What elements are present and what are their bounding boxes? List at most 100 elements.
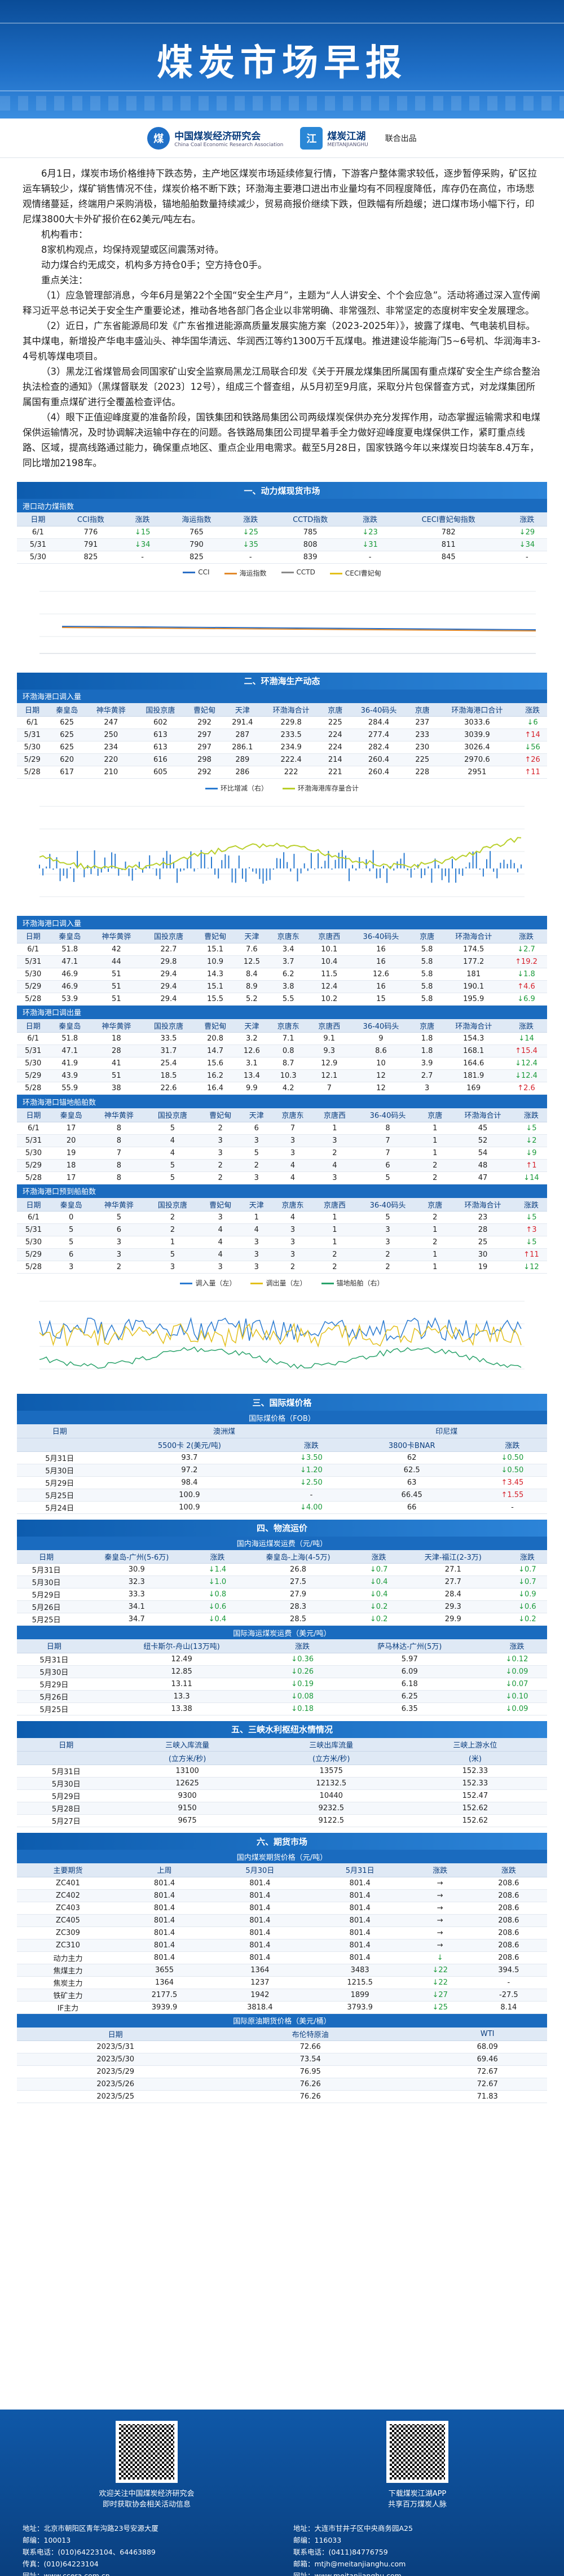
table-cell: 47.1 (49, 1045, 90, 1057)
qr-code-icon[interactable] (386, 2421, 448, 2483)
table-s2e: 日期 秦皇岛 神华黄骅 国投京唐 曹妃甸 天津 京唐东 京唐西 36-40码头 京唐 环渤海合计 涨跌… (17, 1197, 547, 1274)
table-cell: ↓0.2 (359, 1600, 399, 1613)
column-header: 布伦特原油 (214, 2027, 407, 2041)
column-header: 天津-福江(2-3万) (398, 1550, 508, 1564)
bar-mark (125, 861, 126, 868)
chart-s2a-svg (39, 806, 525, 897)
table-cell: ↓0.19 (272, 1678, 333, 1691)
table-cell: 6.25 (332, 1690, 487, 1703)
table-cell: 7 (92, 1147, 146, 1160)
column-header: 秦皇岛 (47, 703, 86, 717)
table-row: 5月29日 33.3 ↓0.8 27.9 ↓0.4 28.4 ↓0.9 (17, 1588, 547, 1601)
table-cell: ↓9 (515, 1147, 547, 1160)
table-cell: 13575 (259, 1765, 403, 1778)
table-cell: 44 (90, 955, 143, 968)
bar-mark (310, 853, 312, 868)
table-cell: 228 (408, 766, 437, 779)
chart-s2b-svg (39, 1301, 525, 1370)
bar-mark (111, 852, 113, 868)
table-cell: 5/28 (17, 1171, 50, 1184)
table-cell: 5/29 (17, 980, 50, 993)
table-cell: 22.6 (142, 1082, 195, 1095)
table-cell: 3 (241, 1248, 272, 1261)
table-cell: 613 (135, 729, 186, 741)
table-cell: 5 (146, 1171, 200, 1184)
column-header: 国投京唐 (146, 1108, 200, 1122)
column-header: 天津 (223, 703, 261, 717)
table-cell: 2 (420, 1159, 451, 1172)
bar-mark (300, 868, 302, 874)
table-cell: 100.9 (102, 1501, 277, 1514)
table-cell: 12 (350, 1082, 412, 1095)
table-cell: 297 (185, 741, 224, 754)
table-cell: 7 (309, 1082, 350, 1095)
table-cell: 12.6 (235, 1045, 268, 1057)
table-cell: 1237 (210, 1976, 310, 1989)
table-cell: 19 (450, 1261, 515, 1274)
table-cell: ↓0.09 (486, 1665, 547, 1678)
table-cell: 801.4 (118, 1902, 210, 1915)
legend: 环比增减（右） 环渤海港库存量合计 (17, 781, 547, 795)
table-row: 5/29 46.9 51 29.4 15.1 8.9 3.8 12.4 16 5.8 190.1 ↑4… (17, 980, 547, 993)
table-cell: 5月31日 (17, 1563, 76, 1576)
column-header: 涨跌 (506, 512, 547, 526)
table-cell: 20 (50, 1134, 92, 1147)
table-cell: 3 (241, 1261, 272, 1274)
subsection-title: 环渤海港口调入量 (17, 916, 547, 929)
table-cell: 2 (241, 1159, 272, 1172)
table-row: 5/30 5 3 1 4 3 3 1 3 2 25 ↓5 (17, 1236, 547, 1249)
column-header: (立方米/秒) (115, 1751, 259, 1765)
bar-mark (303, 863, 305, 868)
column-header: 环渤海合计 (450, 1197, 515, 1212)
bar-mark (369, 868, 371, 871)
table-cell: 801.4 (310, 1939, 410, 1952)
table-cell: ↓0.7 (359, 1563, 399, 1576)
table-cell: 3 (271, 1134, 314, 1147)
bar-mark (276, 858, 277, 868)
table-cell: ↓27 (409, 1989, 470, 2002)
bar-mark (307, 868, 309, 871)
bar-mark (42, 868, 44, 876)
table-cell: 5/29 (17, 1159, 50, 1172)
table-cell: ↓4.00 (276, 1501, 346, 1514)
table-cell: 8.6 (350, 1045, 412, 1057)
table-row: 5/29 620 220 616 298 289 222.4 214 260.4 225 2970.… (17, 753, 547, 766)
table-cell: ↑1 (515, 1159, 547, 1172)
section-title: 四、物流运价 (17, 1519, 547, 1537)
column-header: 5月30日 (210, 1863, 310, 1877)
table-cell: 5/31 (17, 729, 48, 741)
table-row: 5月30日 97.2 ↓1.20 62.5 ↓0.50 (17, 1464, 547, 1477)
table-cell: 45 (450, 1122, 515, 1135)
table-cell: 2 (199, 1159, 241, 1172)
section-title: 六、期货市场 (17, 1833, 547, 1850)
table-cell: 72.67 (428, 2065, 547, 2078)
table-cell: 3 (199, 1134, 241, 1147)
table-cell: 801.4 (118, 1877, 210, 1890)
table-cell: 229.8 (261, 716, 321, 729)
table-cell: 298 (185, 753, 224, 766)
qr-code-icon[interactable] (116, 2421, 178, 2483)
table-cell: 12.85 (91, 1665, 272, 1678)
bar-mark (135, 868, 136, 870)
table-cell: 7.1 (267, 1032, 309, 1045)
legend-item: 环比增减（右） (205, 783, 268, 793)
table-cell: 6 (241, 1122, 272, 1135)
summary-text: 6月1日，煤炭市场价格维持下跌态势，主产地区煤炭市场延续修复行情，下游客户整体需… (0, 158, 564, 476)
table-cell: 208.6 (470, 1926, 547, 1939)
bar-mark (63, 868, 64, 876)
table-cell: 9300 (115, 1789, 259, 1802)
bar-mark (52, 868, 54, 870)
table-row: 5月31日 93.7 ↓3.50 62 ↓0.50 (17, 1451, 547, 1464)
bar-mark (438, 864, 439, 868)
table-cell: 825 (162, 551, 231, 564)
table-cell: 5 (241, 1147, 272, 1160)
column-header: 京唐西 (314, 1108, 356, 1122)
table-cell: ↓0.4 (359, 1576, 399, 1588)
column-header: 环渤海合计 (261, 703, 321, 717)
table-cell: ↓0.8 (197, 1588, 237, 1601)
bar-mark (49, 854, 51, 868)
table-cell: 3.7 (267, 955, 309, 968)
table-cell: 25.4 (142, 1057, 195, 1070)
table-cell: 287 (223, 729, 261, 741)
table-cell: 7 (271, 1122, 314, 1135)
